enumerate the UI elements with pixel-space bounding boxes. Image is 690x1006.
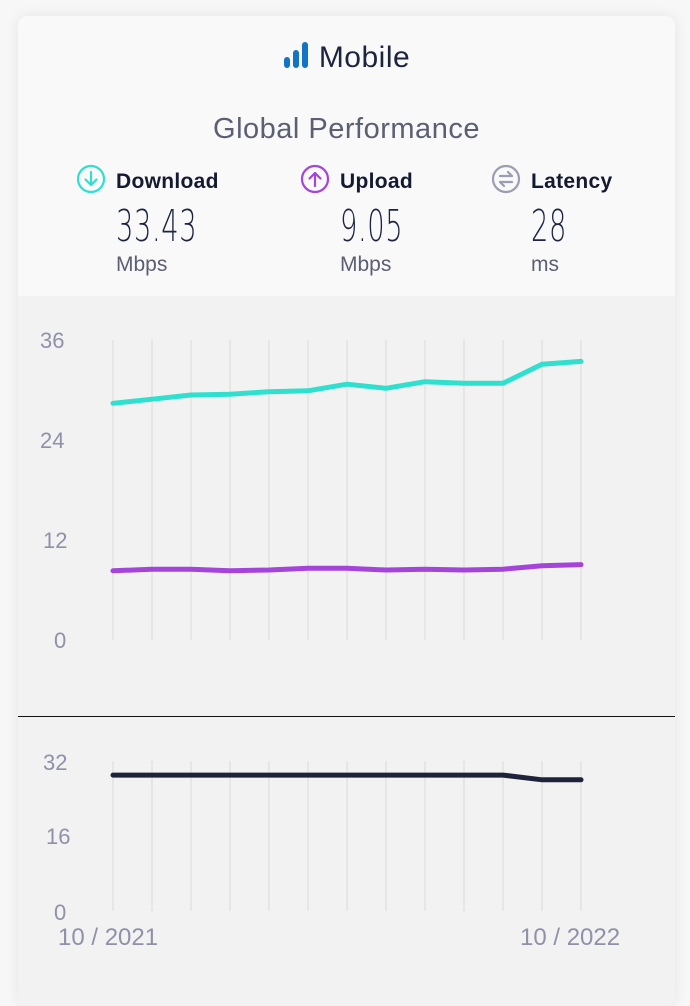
latency-value: 28 — [531, 201, 567, 252]
card-header: Mobile Global Performance Download 33.43… — [18, 16, 675, 296]
chart-divider — [18, 716, 675, 717]
upload-value: 9.05 — [340, 201, 404, 252]
download-value: 33.43 — [116, 201, 198, 252]
x-start-label: 10 / 2021 — [58, 924, 159, 951]
performance-card: Mobile Global Performance Download 33.43… — [18, 16, 675, 1006]
latency-line-chart — [110, 761, 584, 911]
metric-latency: Latency 28 ms — [491, 164, 612, 277]
download-label: Download — [116, 169, 219, 193]
upper-ytick-24: 24 — [40, 428, 65, 453]
metric-download: Download 33.43 Mbps — [76, 164, 247, 277]
connection-type-label: Mobile — [318, 40, 411, 74]
speed-line-chart — [110, 340, 584, 640]
upload-unit: Mbps — [340, 253, 392, 276]
upload-line — [110, 562, 584, 574]
download-line — [110, 358, 584, 406]
latency-label: Latency — [531, 169, 613, 193]
charts-panel: 36 24 12 0 32 16 0 10 / 2021 10 / 2022 — [18, 296, 675, 1006]
lower-ytick-16: 16 — [46, 824, 71, 849]
x-end-label: 10 / 2022 — [520, 924, 621, 951]
upload-label: Upload — [340, 169, 413, 193]
download-unit: Mbps — [116, 253, 168, 276]
latency-arrows-icon — [491, 164, 521, 199]
upper-ytick-12: 12 — [43, 528, 68, 553]
upload-arrow-icon — [300, 164, 330, 199]
upper-ytick-0: 0 — [54, 628, 67, 653]
download-arrow-icon — [76, 164, 106, 199]
connection-type-title: Mobile — [18, 40, 675, 75]
latency-unit: ms — [531, 253, 559, 276]
page-subtitle: Global Performance — [213, 113, 480, 145]
metric-upload: Upload 9.05 Mbps — [300, 164, 442, 277]
latency-line — [110, 772, 584, 783]
lower-ytick-0: 0 — [54, 900, 67, 925]
signal-bars-icon — [283, 40, 309, 75]
upper-ytick-36: 36 — [40, 328, 65, 353]
lower-ytick-32: 32 — [43, 750, 68, 775]
